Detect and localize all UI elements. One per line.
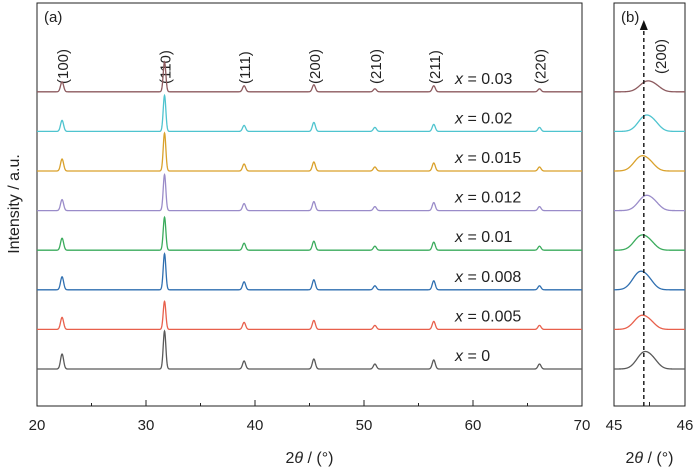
x-axis-title-b: 2θ / (°) xyxy=(626,450,674,467)
peak-label: (111) xyxy=(237,51,254,84)
zoom-trace xyxy=(614,314,685,331)
arrow-head-icon xyxy=(639,20,648,30)
series-label: x = 0.015 xyxy=(454,150,521,167)
x-tick-label: 70 xyxy=(574,417,591,434)
x-tick-label: 40 xyxy=(247,417,264,434)
xrd-trace xyxy=(37,172,582,212)
series-label: x = 0.008 xyxy=(454,269,521,286)
xrd-trace xyxy=(37,300,582,331)
zoom-trace xyxy=(614,80,685,93)
zoom-trace xyxy=(614,350,685,370)
series-label: x = 0.005 xyxy=(454,308,521,325)
x-tick-label: 50 xyxy=(356,417,373,434)
peak-label: (211) xyxy=(427,50,444,84)
series-label: x = 0.01 xyxy=(454,229,512,246)
series-label: x = 0.012 xyxy=(454,190,521,207)
peak-label: (210) xyxy=(368,49,385,84)
zoom-trace xyxy=(614,194,685,212)
y-axis-title: Intensity / a.u. xyxy=(6,154,23,254)
zoom-trace xyxy=(614,270,685,291)
peak-label: (220) xyxy=(532,49,549,84)
panel-b-frame xyxy=(613,2,686,407)
peak-label: (100) xyxy=(55,49,72,84)
zoom-trace xyxy=(614,114,685,133)
series-label: x = 0.03 xyxy=(454,71,512,88)
panel-b-label: (b) xyxy=(621,9,639,26)
peak-label: (200) xyxy=(307,49,324,84)
xrd-trace xyxy=(37,60,582,93)
x-axis-title: 2θ / (°) xyxy=(286,450,334,467)
series-label: x = 0.02 xyxy=(454,110,512,127)
panel-a-label: (a) xyxy=(44,9,62,26)
x-tick-label: 20 xyxy=(29,417,46,434)
zoom-trace xyxy=(614,155,685,172)
xrd-trace xyxy=(37,93,582,133)
xrd-trace xyxy=(37,329,582,370)
peak-label: (200) xyxy=(653,39,670,74)
x-tick-label: 60 xyxy=(465,417,482,434)
xrd-trace xyxy=(37,215,582,251)
series-label: x = 0 xyxy=(454,348,490,365)
x-tick-label: 46 xyxy=(677,417,694,434)
peak-label: (110) xyxy=(158,50,175,84)
zoom-trace xyxy=(614,234,685,251)
xrd-trace xyxy=(37,131,582,172)
x-tick-label: 45 xyxy=(606,417,623,434)
xrd-trace xyxy=(37,252,582,291)
x-tick-label: 30 xyxy=(138,417,155,434)
